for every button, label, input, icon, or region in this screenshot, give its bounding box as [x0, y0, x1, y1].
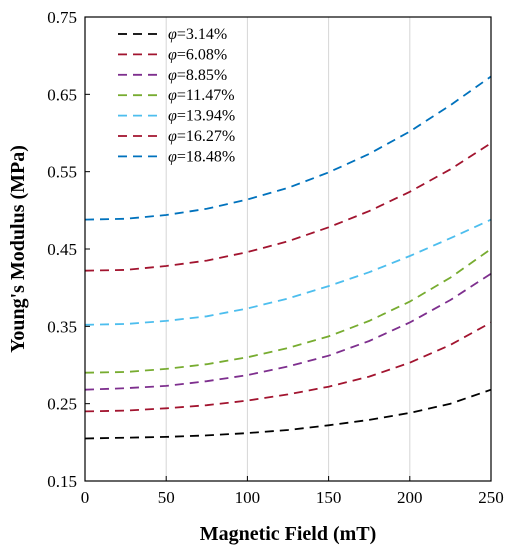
legend-label-2: φ=6.08%: [168, 46, 227, 63]
series-line-4: [84, 248, 492, 374]
legend-label-4: φ=11.47%: [168, 87, 235, 104]
series-line-7: [84, 75, 492, 221]
y-tick-label: 0.25: [47, 395, 77, 414]
legend-label-7: φ=18.48%: [168, 148, 235, 165]
series-line-2: [84, 321, 492, 413]
x-tick-label: 50: [158, 488, 175, 507]
axis-ticks: 0 50 100 150 200 250 0.15 0.25 0.35 0.45 0.55 0.65 0…: [47, 8, 504, 507]
legend-label-5: φ=13.94%: [168, 108, 235, 125]
series-line-5: [84, 218, 492, 326]
y-tick-label: 0.65: [47, 85, 77, 104]
x-tick-label: 0: [81, 488, 90, 507]
plot-frame: [84, 16, 492, 482]
x-axis-title: Magnetic Field (mT): [200, 523, 377, 545]
y-tick-label: 0.55: [47, 163, 77, 182]
y-tick-label: 0.35: [47, 317, 77, 336]
x-tick-label: 200: [397, 488, 423, 507]
y-tick-label: 0.45: [47, 240, 77, 259]
legend-label-6: φ=16.27%: [168, 128, 235, 145]
y-axis-title: Young's Modulus (MPa): [7, 145, 29, 353]
legend-label-1: φ=3.14%: [168, 26, 227, 43]
plot-lines: [84, 75, 492, 440]
y-tick-label: 0.15: [47, 472, 77, 491]
x-tick-label: 100: [235, 488, 261, 507]
grid-lines: [165, 17, 411, 481]
series-line-3: [84, 272, 492, 391]
y-tick-label: 0.75: [47, 8, 77, 27]
legend-label-3: φ=8.85%: [168, 67, 227, 84]
x-tick-label: 150: [316, 488, 342, 507]
legend: φ=3.14% φ=6.08% φ=8.85% φ=11.47% φ=13.94% φ=1…: [118, 26, 235, 165]
series-line-1: [84, 388, 492, 440]
series-line-6: [84, 142, 492, 272]
x-tick-label: 250: [478, 488, 504, 507]
